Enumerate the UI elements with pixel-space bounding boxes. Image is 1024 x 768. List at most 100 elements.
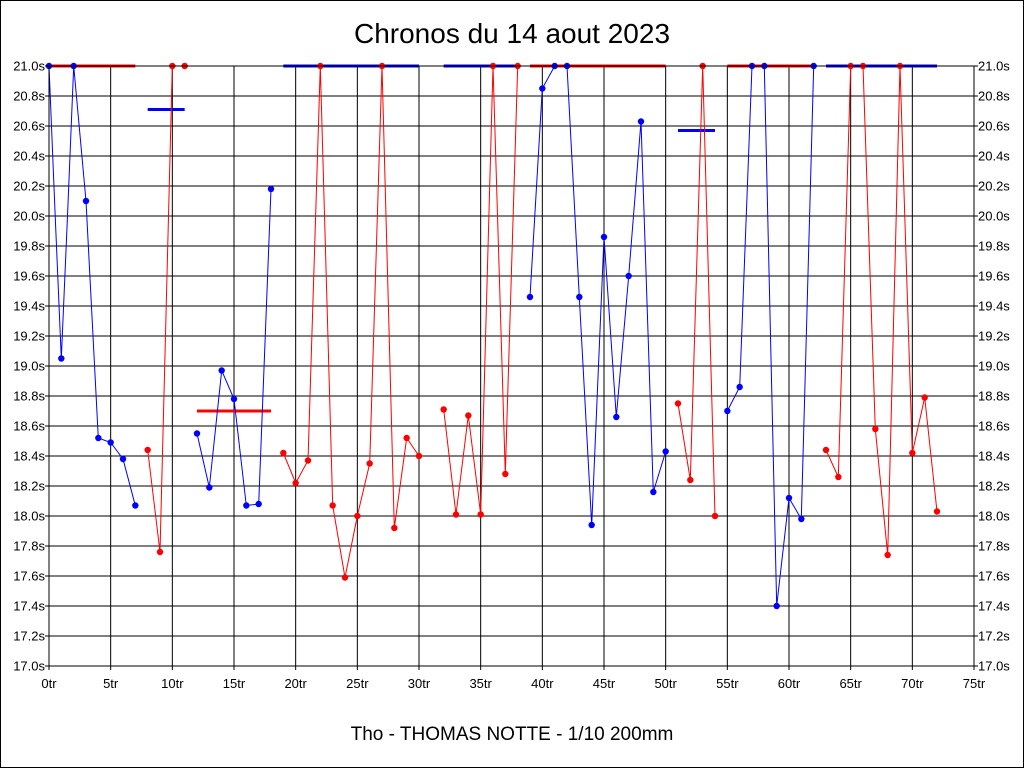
data-point: [267, 185, 275, 193]
chart-title: Chronos du 14 aout 2023: [354, 18, 670, 49]
y-tick-label-right: 21.0s: [978, 59, 1010, 74]
x-tick-label: 70tr: [901, 676, 924, 691]
y-tick-label-left: 20.4s: [13, 149, 45, 164]
x-tick-label: 45tr: [593, 676, 616, 691]
data-point: [921, 394, 928, 401]
y-tick-label-left: 18.2s: [13, 479, 45, 494]
series-line: [147, 65, 185, 553]
data-point: [711, 512, 719, 520]
x-tick-label: 30tr: [408, 676, 431, 691]
grid: [48, 65, 975, 667]
series-line: [282, 65, 420, 578]
y-tick-label-left: 20.6s: [13, 119, 45, 134]
y-tick-label-right: 19.4s: [978, 299, 1010, 314]
y-tick-label-right: 20.0s: [978, 209, 1010, 224]
data-point: [662, 448, 669, 455]
data-point: [403, 434, 410, 442]
x-tick-label: 60tr: [778, 676, 801, 691]
x-tick-label: 5tr: [103, 676, 119, 691]
data-point: [588, 521, 595, 529]
data-point: [637, 118, 645, 125]
x-tick-label: 25tr: [346, 676, 369, 691]
data-point: [280, 449, 287, 457]
x-tick-label: 10tr: [161, 676, 184, 691]
data-point: [600, 233, 608, 241]
data-point: [82, 197, 90, 205]
y-tick-label-right: 17.4s: [978, 599, 1010, 614]
data-point: [773, 602, 780, 610]
data-point: [341, 574, 349, 581]
data-point: [243, 502, 250, 509]
y-tick-label-right: 17.6s: [978, 569, 1010, 584]
data-point: [613, 413, 620, 421]
y-tick-label-left: 18.0s: [13, 509, 45, 524]
data-point: [58, 355, 65, 362]
series-line: [677, 65, 716, 517]
y-tick-label-right: 19.2s: [978, 329, 1010, 344]
data-point: [132, 502, 139, 509]
data-point: [218, 367, 225, 374]
data-point: [415, 452, 423, 460]
y-tick-label-right: 18.6s: [978, 419, 1010, 434]
y-tick-label-left: 18.6s: [13, 419, 45, 434]
data-point: [785, 494, 793, 502]
x-tick-label: 75tr: [963, 676, 986, 691]
y-tick-label-left: 19.6s: [13, 269, 45, 284]
y-axis-left: 17.0s 17.2s 17.4s 17.6s 17.8s 18.0s 18.2s 18.4s…: [13, 59, 49, 674]
data-point: [107, 439, 114, 446]
y-tick-label-right: 18.2s: [978, 479, 1010, 494]
data-point: [477, 511, 484, 518]
chart-subtitle: Tho - THOMAS NOTTE - 1/10 200mm: [351, 724, 674, 745]
data-point: [933, 508, 941, 515]
y-tick-label-left: 17.2s: [13, 629, 45, 644]
data-point: [193, 430, 201, 437]
x-tick-label: 50tr: [654, 676, 677, 691]
data-point: [391, 524, 398, 532]
data-point: [724, 407, 731, 415]
data-point: [156, 548, 164, 556]
x-tick-label: 65tr: [839, 676, 862, 691]
data-point: [650, 488, 657, 496]
y-tick-label-right: 17.2s: [978, 629, 1010, 644]
y-tick-label-left: 20.2s: [13, 179, 45, 194]
data-point: [144, 446, 151, 454]
series-line: [48, 65, 136, 506]
data-point: [736, 383, 743, 391]
y-tick-label-right: 19.8s: [978, 239, 1010, 254]
data-point: [354, 512, 361, 520]
y-tick-label-right: 19.6s: [978, 269, 1010, 284]
data-point: [255, 500, 262, 508]
y-tick-label-left: 19.0s: [13, 359, 45, 374]
y-tick-label-left: 18.4s: [13, 449, 45, 464]
y-tick-label-left: 18.8s: [13, 389, 45, 404]
y-tick-label-right: 17.0s: [978, 659, 1010, 674]
data-point: [206, 484, 213, 491]
data-point: [625, 272, 632, 280]
data-point: [304, 457, 312, 464]
y-tick-label-right: 18.4s: [978, 449, 1010, 464]
data-point: [502, 470, 509, 478]
y-tick-label-left: 17.6s: [13, 569, 45, 584]
data-point: [835, 473, 842, 481]
y-tick-label-left: 19.8s: [13, 239, 45, 254]
data-point: [576, 293, 583, 301]
y-tick-label-left: 20.0s: [13, 209, 45, 224]
y-tick-label-left: 19.2s: [13, 329, 45, 344]
data-point: [687, 476, 694, 484]
y-tick-label-right: 19.0s: [978, 359, 1010, 374]
data-point: [465, 412, 472, 419]
data-point: [366, 460, 373, 467]
x-tick-label: 20tr: [284, 676, 307, 691]
y-tick-label-left: 17.4s: [13, 599, 45, 614]
y-tick-label-right: 18.8s: [978, 389, 1010, 404]
y-tick-label-left: 20.8s: [13, 89, 45, 104]
data-point: [539, 85, 546, 92]
x-tick-label: 40tr: [531, 676, 554, 691]
data-point: [872, 425, 879, 433]
y-axis-right: 17.0s 17.2s 17.4s 17.6s 17.8s 18.0s 18.2s 18.4s…: [974, 59, 1010, 674]
data-point: [329, 502, 336, 509]
x-tick-label: 35tr: [469, 676, 492, 691]
series-line: [825, 65, 938, 556]
y-tick-label-left: 17.8s: [13, 539, 45, 554]
